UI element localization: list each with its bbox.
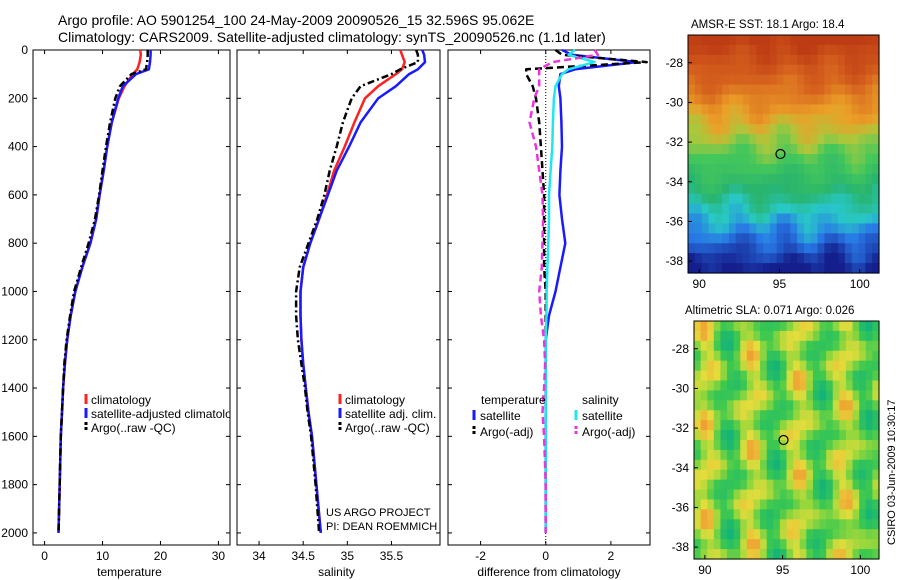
project-label: US ARGO PROJECT bbox=[326, 507, 431, 519]
series-line-salinity-satellite bbox=[544, 48, 596, 533]
x-axis-label: difference from climatology bbox=[477, 565, 620, 579]
x-tick-label: 100 bbox=[850, 277, 870, 291]
y-tick-label: 1400 bbox=[1, 381, 28, 395]
x-tick-label: 2 bbox=[608, 549, 615, 563]
legend-label: satellite bbox=[480, 409, 521, 423]
series-line-argo-raw-qc- bbox=[57, 50, 149, 533]
x-tick-label: 35 bbox=[341, 549, 355, 563]
sla-map-title: Altimetric SLA: 0.071 Argo: 0.026 bbox=[685, 305, 855, 317]
argo-location-marker bbox=[775, 148, 786, 160]
y-tick-label: -36 bbox=[672, 500, 690, 514]
legend-title-temperature: temperature bbox=[481, 393, 546, 407]
map-frame bbox=[693, 320, 880, 560]
y-tick-label: 600 bbox=[8, 188, 28, 202]
x-tick-label: 0 bbox=[542, 549, 549, 563]
y-tick-label: -30 bbox=[672, 381, 690, 395]
x-tick-label: 95 bbox=[773, 277, 787, 291]
series-line-salinity-argo-adj- bbox=[528, 49, 600, 533]
argo-location-marker bbox=[778, 434, 789, 446]
map-frame bbox=[687, 34, 880, 274]
difference-profile: -2 0 2 difference from climatology temperatu… bbox=[447, 48, 651, 579]
figure-title-line2: Climatology: CARS2009. Satellite-adjuste… bbox=[58, 29, 606, 45]
figure-title-line1: Argo profile: AO 5901254_100 24-May-2009… bbox=[58, 12, 535, 28]
salinity-profile: 34 34.5 35 35.5 salinity climatologysatellite… bbox=[236, 49, 441, 579]
x-tick-label: 100 bbox=[850, 563, 870, 577]
x-tick-label: 34 bbox=[252, 549, 266, 563]
x-tick-label: 95 bbox=[776, 563, 790, 577]
x-tick-label: 0 bbox=[41, 549, 48, 563]
legend-label: Argo(..raw -QC) bbox=[345, 421, 430, 435]
x-tick-label: 10 bbox=[96, 549, 110, 563]
series-line-satellite-adjusted-climatology bbox=[57, 50, 152, 533]
plot-frame bbox=[32, 49, 231, 546]
y-tick-label: -32 bbox=[672, 421, 690, 435]
x-tick-label: 20 bbox=[154, 549, 168, 563]
legend-label: satellite adj. clim. bbox=[345, 407, 436, 421]
legend-label: Argo(-adj) bbox=[582, 425, 635, 439]
x-tick-label: 34.5 bbox=[292, 549, 316, 563]
sst-map-title: AMSR-E SST: 18.1 Argo: 18.4 bbox=[691, 19, 845, 31]
legend-label: climatology bbox=[345, 393, 405, 407]
y-tick-label: -28 bbox=[666, 56, 684, 70]
legend-label: climatology bbox=[91, 393, 151, 407]
y-tick-label: 400 bbox=[8, 140, 28, 154]
y-tick-label: -30 bbox=[666, 95, 684, 109]
plot-frame bbox=[236, 49, 441, 546]
y-tick-label: -32 bbox=[666, 135, 684, 149]
y-tick-label: -38 bbox=[672, 540, 690, 554]
series-line-climatology bbox=[299, 49, 406, 534]
legend: temperature salinity satellite Argo(-adj) sa… bbox=[472, 393, 635, 439]
legend-label: Argo(..raw -QC) bbox=[91, 421, 176, 435]
y-tick-label: -38 bbox=[666, 254, 684, 268]
pi-label: PI: DEAN ROEMMICH bbox=[326, 521, 438, 533]
series-line-satellite-adj-clim- bbox=[299, 49, 427, 534]
x-tick-label: -2 bbox=[475, 549, 486, 563]
y-tick-label: -36 bbox=[666, 214, 684, 228]
legend-label: satellite-adjusted climatology bbox=[91, 407, 244, 421]
y-tick-label: -28 bbox=[672, 342, 690, 356]
x-tick-label: 35.5 bbox=[380, 549, 404, 563]
x-tick-label: 90 bbox=[693, 277, 707, 291]
sst-map: 90 95 100 -28 -30 -32 -34 -36 -38 bbox=[666, 34, 880, 291]
series-line-temperature-satellite bbox=[544, 48, 639, 533]
y-tick-label: 1800 bbox=[1, 478, 28, 492]
legend-title-salinity: salinity bbox=[582, 393, 619, 407]
y-tick-label: 1000 bbox=[1, 284, 28, 298]
x-tick-label: 30 bbox=[212, 549, 226, 563]
y-tick-label: 0 bbox=[21, 43, 28, 57]
x-tick-label: 90 bbox=[698, 563, 712, 577]
series-line-temperature-argo-adj- bbox=[524, 48, 648, 533]
legend-label: satellite bbox=[582, 409, 623, 423]
sla-map: 90 95 100 -28 -30 -32 -34 -36 -38 bbox=[672, 320, 880, 577]
y-tick-label: 800 bbox=[8, 236, 28, 250]
series-line-climatology bbox=[57, 49, 143, 533]
y-tick-label: -34 bbox=[672, 461, 690, 475]
y-tick-label: 1200 bbox=[1, 333, 28, 347]
y-tick-label: 200 bbox=[8, 91, 28, 105]
temperature-profile: 0 200 400 600 800 1000 1200 1400 1600 1800 2000 0 10… bbox=[1, 43, 244, 579]
y-tick-label: 1600 bbox=[1, 429, 28, 443]
legend-label: Argo(-adj) bbox=[480, 425, 533, 439]
x-axis-label: temperature bbox=[97, 565, 162, 579]
x-axis-label: salinity bbox=[318, 565, 355, 579]
y-tick-label: 2000 bbox=[1, 526, 28, 540]
plot-frame bbox=[447, 49, 651, 546]
y-tick-label: -34 bbox=[666, 175, 684, 189]
series-line-argo-raw-qc- bbox=[294, 49, 420, 533]
